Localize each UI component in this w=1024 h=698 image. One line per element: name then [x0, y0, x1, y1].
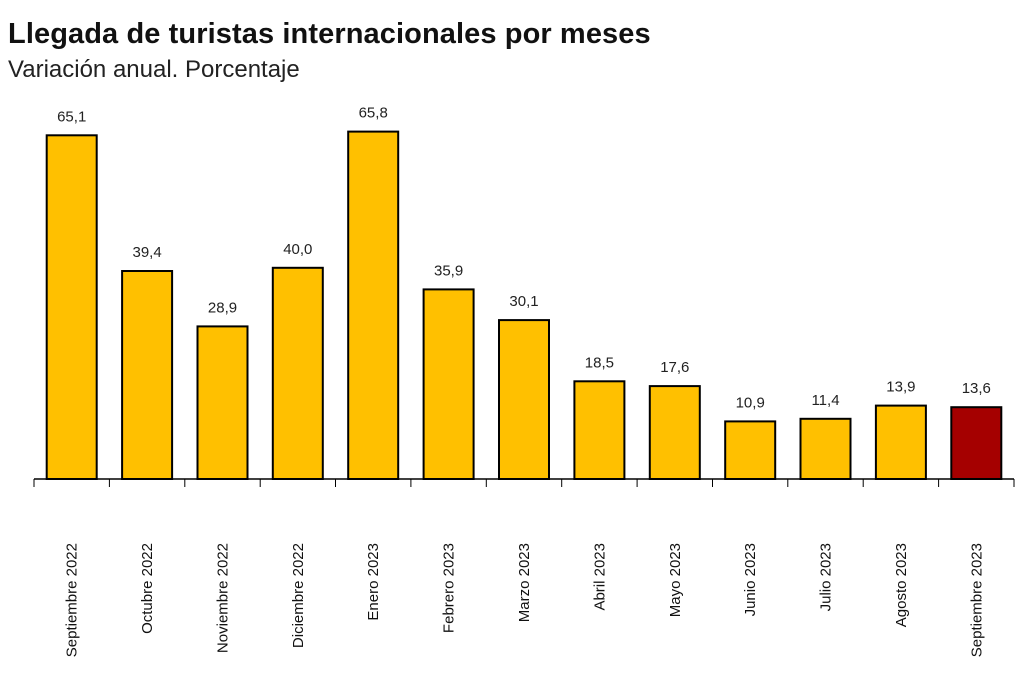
category-label-9: Junio 2023 [742, 543, 759, 616]
category-label-0: Septiembre 2022 [64, 543, 81, 657]
value-label-0: 65,1 [57, 108, 86, 125]
bar-11 [874, 404, 927, 481]
value-label-4: 65,8 [359, 105, 388, 122]
bar-4 [347, 130, 400, 480]
category-label-5: Febrero 2023 [441, 543, 458, 633]
bars-group [45, 130, 1003, 481]
bar-12 [950, 406, 1003, 481]
value-label-5: 35,9 [434, 262, 463, 279]
category-label-6: Marzo 2023 [516, 543, 533, 622]
bar-2 [196, 325, 249, 480]
category-label-10: Julio 2023 [818, 543, 835, 611]
chart-subtitle: Variación anual. Porcentaje [8, 56, 300, 83]
category-label-1: Octubre 2022 [139, 543, 156, 634]
category-label-12: Septiembre 2023 [968, 543, 985, 657]
value-label-3: 40,0 [283, 241, 312, 258]
x-axis [33, 478, 1015, 487]
bar-5 [422, 288, 475, 480]
value-label-7: 18,5 [585, 354, 614, 371]
value-label-12: 13,6 [962, 380, 991, 397]
bar-9 [724, 420, 777, 480]
value-label-2: 28,9 [208, 299, 237, 316]
bar-1 [121, 270, 174, 480]
category-label-4: Enero 2023 [365, 543, 382, 621]
category-label-2: Noviembre 2022 [215, 543, 232, 653]
value-label-8: 17,6 [660, 359, 689, 376]
value-label-9: 10,9 [736, 394, 765, 411]
category-label-8: Mayo 2023 [667, 543, 684, 617]
category-label-7: Abril 2023 [591, 543, 608, 611]
value-label-1: 39,4 [132, 244, 161, 261]
bar-6 [498, 319, 550, 480]
chart-title: Llegada de turistas internacionales por … [8, 18, 651, 50]
bar-10 [799, 417, 852, 480]
value-label-10: 11,4 [811, 392, 839, 409]
value-label-6: 30,1 [509, 293, 538, 310]
category-label-11: Agosto 2023 [893, 543, 910, 627]
bar-3 [271, 266, 324, 480]
bar-7 [573, 380, 626, 480]
category-label-3: Diciembre 2022 [290, 543, 307, 648]
labels-group: 65,1 Septiembre 2022 39,4 Octubre 2022 28,9 N… [57, 105, 991, 658]
value-label-11: 13,9 [886, 379, 915, 396]
bar-8 [648, 385, 701, 481]
bar-0 [45, 134, 98, 481]
